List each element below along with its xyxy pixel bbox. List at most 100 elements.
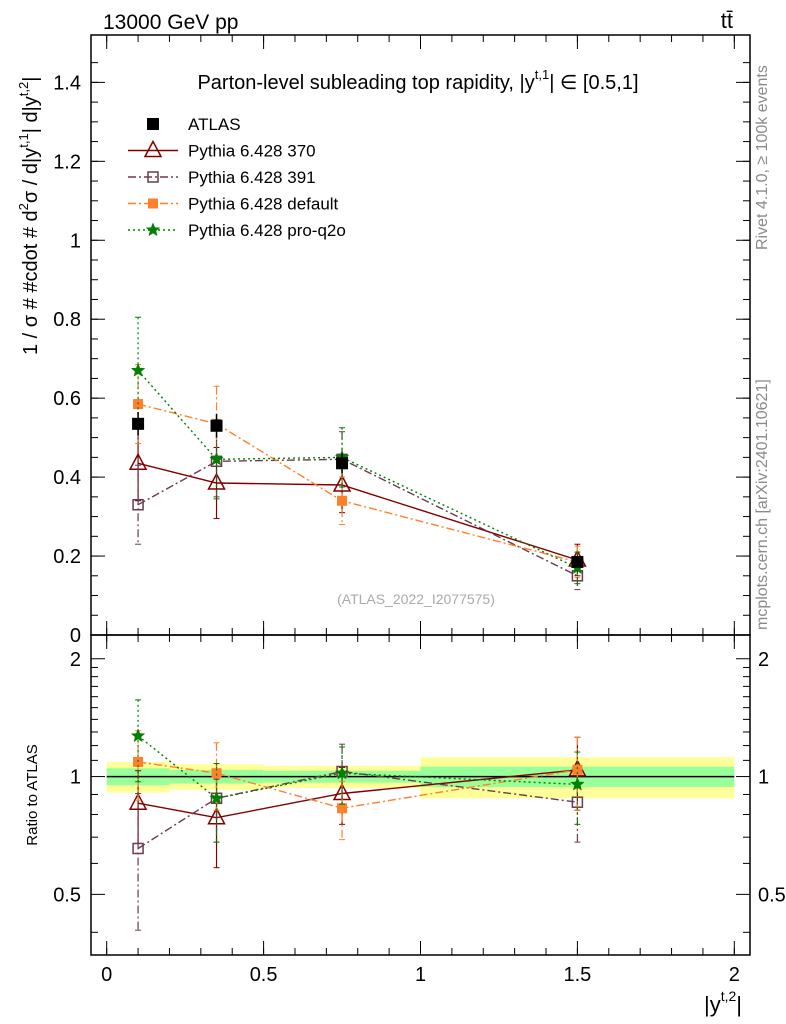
ratio-point bbox=[211, 768, 222, 779]
ratio-series bbox=[128, 699, 587, 931]
data-point bbox=[337, 495, 348, 506]
ratio-point bbox=[128, 792, 148, 810]
atlas-point bbox=[571, 555, 584, 568]
ratio-line bbox=[137, 735, 578, 800]
ratio-point bbox=[209, 790, 224, 805]
main-panel: 0 0.2 0.4 0.6 0.8 1 1.2 1.4 Parton-level sublea… bbox=[53, 34, 751, 647]
y-tick-label: 0.6 bbox=[53, 388, 81, 410]
ratio-y-tick-label: 2 bbox=[70, 649, 81, 671]
xlabel-part-1: |y bbox=[704, 992, 721, 1017]
series-line bbox=[137, 370, 578, 569]
ratio-y-tick-label-right: 2 bbox=[758, 649, 769, 671]
legend-item: Pythia 6.428 391 bbox=[128, 168, 316, 187]
ratio-line bbox=[137, 769, 578, 819]
x-axis-label: |yt,2| bbox=[704, 988, 742, 1017]
chart-title-superscript: t,1 bbox=[535, 67, 549, 82]
ylabel-part-2: σ / d|y bbox=[20, 148, 42, 203]
legend-marker bbox=[148, 198, 158, 209]
ratio-y-tick-label-right: 1 bbox=[758, 767, 769, 789]
legend-marker bbox=[145, 222, 161, 237]
x-tick-label: 1 bbox=[415, 964, 426, 986]
chart-title-text: Parton-level subleading top rapidity, |y bbox=[197, 72, 534, 94]
ylabel-sup-3: t,2 bbox=[16, 82, 31, 96]
y-tick-label: 1.4 bbox=[53, 72, 81, 94]
ratio-point bbox=[337, 803, 348, 814]
legend-label: Pythia 6.428 370 bbox=[188, 142, 316, 161]
legend: ATLAS Pythia 6.428 370 Pythia 6.428 391 Pyt… bbox=[128, 115, 346, 240]
ylabel-part-3: | d|y bbox=[20, 96, 42, 133]
ratio-y-ticks: 0.5 0.5 1 1 2 2 bbox=[53, 649, 786, 933]
rivet-version-label: Rivet 4.1.0, ≥ 100k events bbox=[754, 65, 771, 250]
main-y-ticks: 0 0.2 0.4 0.6 0.8 1 1.2 1.4 bbox=[53, 62, 750, 647]
ylabel-sup-1: 2 bbox=[16, 203, 31, 210]
legend-label: Pythia 6.428 pro-q2o bbox=[188, 221, 346, 240]
ylabel-sup-2: t,1 bbox=[16, 133, 31, 147]
ratio-point bbox=[334, 765, 350, 780]
ratio-y-axis-label: Ratio to ATLAS bbox=[24, 744, 41, 845]
series-line bbox=[137, 462, 578, 561]
ratio-x-ticks: 0 0.5 1 1.5 2 bbox=[101, 635, 740, 986]
chart-title: Parton-level subleading top rapidity, |y… bbox=[197, 67, 638, 94]
x-tick-label: 0 bbox=[101, 964, 112, 986]
ylabel-part-4: | bbox=[20, 77, 42, 82]
chart-title-range: | ∈ [0.5,1] bbox=[549, 72, 638, 94]
energy-label: 13000 GeV pp bbox=[103, 11, 238, 34]
y-tick-label: 0.2 bbox=[53, 546, 81, 568]
xlabel-part-2: | bbox=[736, 992, 742, 1017]
legend-marker bbox=[147, 171, 159, 183]
ylabel-part-1: 1 / σ # #cdot # d bbox=[20, 210, 42, 355]
xlabel-sup: t,2 bbox=[721, 988, 737, 1004]
y-tick-label: 1.2 bbox=[53, 151, 81, 173]
ratio-point bbox=[132, 842, 144, 855]
mcplots-label: mcplots.cern.ch [arXiv:2401.10621] bbox=[754, 379, 771, 630]
ratio-line bbox=[137, 770, 578, 850]
x-tick-label: 0.5 bbox=[250, 964, 278, 986]
series-2 bbox=[133, 364, 583, 579]
atlas-point bbox=[210, 419, 223, 432]
y-axis-label: 1 / σ # #cdot # d2σ / d|yt,1| d|yt,2| bbox=[16, 77, 42, 355]
ratio-panel: 0.5 0.5 1 1 2 2 0 0.5 1 1.5 2 bbox=[53, 634, 786, 986]
y-tick-label: 1 bbox=[70, 230, 81, 252]
main-x-ticks bbox=[106, 35, 735, 635]
x-tick-label: 1.5 bbox=[563, 964, 591, 986]
ratio-y-tick-label: 0.5 bbox=[53, 884, 81, 906]
series-1 bbox=[132, 425, 584, 591]
y-tick-label: 0 bbox=[70, 625, 81, 647]
ratio-point bbox=[130, 728, 146, 743]
ratio-point bbox=[133, 756, 144, 767]
ratio-point bbox=[570, 776, 585, 791]
ratio-point bbox=[572, 764, 583, 775]
ratio-series-0 bbox=[128, 736, 587, 869]
y-tick-label: 0.8 bbox=[53, 309, 81, 331]
atlas-point bbox=[132, 417, 145, 430]
legend-item: Pythia 6.428 default bbox=[128, 195, 339, 214]
atlas-point bbox=[336, 457, 349, 470]
ratio-y-tick-label-right: 0.5 bbox=[758, 884, 786, 906]
legend-marker bbox=[143, 139, 163, 158]
ratio-bands bbox=[106, 757, 735, 799]
legend-item: Pythia 6.428 370 bbox=[128, 139, 316, 161]
y-tick-label: 0.4 bbox=[53, 467, 81, 489]
data-point bbox=[332, 474, 352, 492]
legend-marker bbox=[147, 118, 159, 130]
x-tick-label: 2 bbox=[729, 964, 740, 986]
legend-item: Pythia 6.428 pro-q2o bbox=[128, 221, 346, 240]
legend-label: Pythia 6.428 391 bbox=[188, 168, 316, 187]
series-line bbox=[137, 458, 578, 577]
data-point bbox=[130, 362, 146, 377]
ratio-y-tick-label: 1 bbox=[70, 767, 81, 789]
data-point bbox=[209, 451, 224, 466]
atlas-data bbox=[132, 411, 584, 568]
main-series bbox=[128, 316, 587, 591]
analysis-watermark: (ATLAS_2022_I2077575) bbox=[337, 591, 495, 607]
series-0 bbox=[128, 425, 587, 577]
legend-label: Pythia 6.428 default bbox=[188, 195, 339, 214]
series-3 bbox=[130, 316, 585, 585]
process-label: tt̄ bbox=[721, 8, 733, 33]
legend-item: ATLAS bbox=[147, 115, 241, 134]
ratio-series-3 bbox=[130, 699, 585, 843]
legend-label: ATLAS bbox=[188, 115, 241, 134]
data-point bbox=[132, 498, 144, 511]
data-point bbox=[207, 472, 226, 490]
